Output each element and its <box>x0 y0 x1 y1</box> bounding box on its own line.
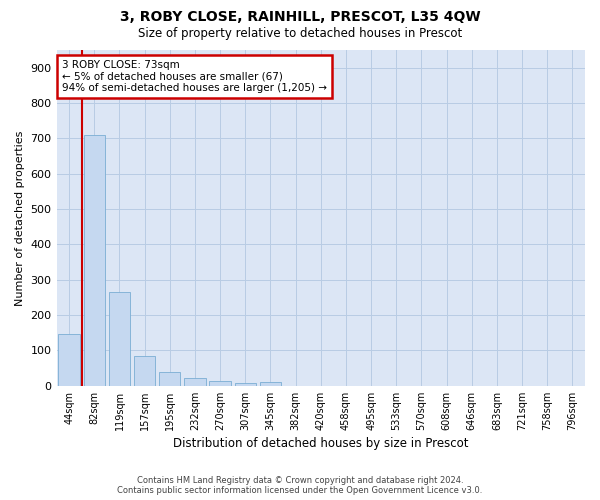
Bar <box>109 292 130 386</box>
Y-axis label: Number of detached properties: Number of detached properties <box>15 130 25 306</box>
Text: 3, ROBY CLOSE, RAINHILL, PRESCOT, L35 4QW: 3, ROBY CLOSE, RAINHILL, PRESCOT, L35 4Q… <box>119 10 481 24</box>
X-axis label: Distribution of detached houses by size in Prescot: Distribution of detached houses by size … <box>173 437 469 450</box>
Text: Contains HM Land Registry data © Crown copyright and database right 2024.
Contai: Contains HM Land Registry data © Crown c… <box>118 476 482 495</box>
Text: 3 ROBY CLOSE: 73sqm
← 5% of detached houses are smaller (67)
94% of semi-detache: 3 ROBY CLOSE: 73sqm ← 5% of detached hou… <box>62 60 327 94</box>
Bar <box>58 334 80 386</box>
Bar <box>83 135 105 386</box>
Bar <box>260 382 281 386</box>
Bar <box>235 383 256 386</box>
Bar <box>209 381 231 386</box>
Text: Size of property relative to detached houses in Prescot: Size of property relative to detached ho… <box>138 28 462 40</box>
Bar <box>159 372 181 386</box>
Bar <box>134 356 155 386</box>
Bar <box>184 378 206 386</box>
